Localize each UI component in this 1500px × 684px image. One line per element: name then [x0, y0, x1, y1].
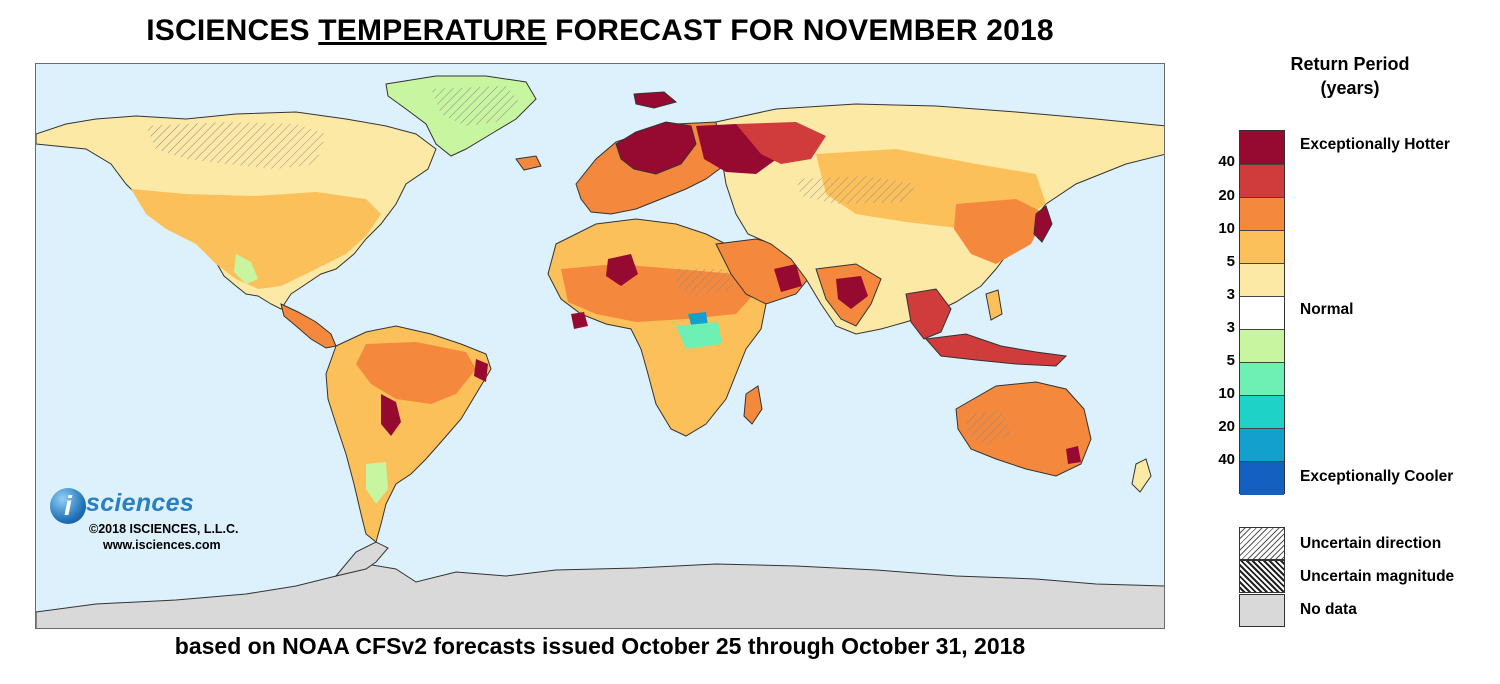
world-map-svg — [36, 75, 1164, 628]
legend-swatch — [1240, 362, 1284, 396]
scandinavia-exceptional — [615, 121, 697, 175]
legend-label-normal: Normal — [1300, 301, 1354, 318]
legend-tick-label: 5 — [1226, 253, 1235, 270]
legend-tick-label: 3 — [1226, 319, 1235, 336]
legend-swatch — [1240, 329, 1284, 363]
uncertain-magnitude-swatch — [1239, 560, 1285, 593]
africa-exceptional-2 — [571, 312, 588, 329]
uncertain-direction-swatch — [1239, 527, 1285, 560]
central-america — [280, 303, 337, 349]
legend-swatch — [1240, 395, 1284, 429]
copyright-text: ©2018 ISCIENCES, L.L.C. — [89, 522, 239, 536]
patagonia-green — [366, 462, 388, 504]
philippines — [985, 289, 1003, 321]
north-america-uncertain — [146, 122, 326, 169]
legend-title-line-2: (years) — [1320, 78, 1380, 98]
legend-swatch — [1240, 230, 1284, 264]
title-part-3: FORECAST FOR NOVEMBER 2018 — [546, 14, 1054, 47]
southeast-asia — [905, 288, 952, 340]
brazil-exceptional — [474, 359, 488, 382]
iceland — [515, 155, 542, 171]
legend-tick-label: 3 — [1226, 286, 1235, 303]
uncertain-direction-label: Uncertain direction — [1300, 535, 1442, 552]
legend-title-line-1: Return Period — [1290, 54, 1410, 74]
svalbard — [633, 91, 678, 109]
greenland-uncertain — [431, 86, 521, 126]
asia-uncertain — [796, 176, 916, 204]
legend-tick-label: 5 — [1226, 352, 1235, 369]
legend-swatch — [1240, 296, 1284, 330]
uncertain-magnitude-label: Uncertain magnitude — [1300, 568, 1455, 585]
usa-warm — [131, 189, 381, 289]
legend-swatch — [1240, 164, 1284, 198]
africa-exceptional-1 — [606, 254, 638, 286]
south-america-hot — [356, 342, 476, 404]
madagascar — [743, 385, 763, 425]
legend-tick-label: 40 — [1218, 451, 1235, 468]
legend-tick-label: 10 — [1218, 385, 1235, 402]
logo-wordmark: sciences — [86, 489, 195, 517]
mexico-green — [234, 254, 258, 284]
title-part-1: ISCIENCES — [146, 14, 319, 47]
andes-exceptional — [381, 394, 401, 436]
east-asia-hot — [954, 199, 1046, 264]
australia-uncertain — [966, 409, 1011, 446]
legend-swatch — [1240, 197, 1284, 231]
india-exceptional — [836, 276, 868, 309]
world-map — [35, 63, 1165, 629]
new-zealand — [1131, 458, 1152, 493]
russia-hot — [736, 122, 826, 164]
legend-title: Return Period (years) — [1240, 52, 1460, 100]
map-title: ISCIENCES TEMPERATURE FORECAST FOR NOVEM… — [35, 14, 1165, 48]
legend-tick-label: 10 — [1218, 220, 1235, 237]
japan — [1033, 205, 1053, 243]
legend-tick-label: 40 — [1218, 153, 1235, 170]
title-part-2: TEMPERATURE — [318, 14, 547, 47]
legend-swatch — [1240, 263, 1284, 297]
australia — [955, 381, 1092, 477]
no-data-swatch — [1239, 594, 1285, 627]
no-data-label: No data — [1300, 601, 1357, 618]
east-africa-green — [676, 322, 722, 349]
legend-swatch — [1240, 461, 1284, 495]
sahara-uncertain — [676, 269, 736, 296]
australia-exceptional — [1066, 446, 1081, 464]
legend-tick-label: 20 — [1218, 187, 1235, 204]
legend-color-bar — [1239, 130, 1285, 495]
antarctic-peninsula — [334, 541, 389, 577]
map-subtitle: based on NOAA CFSv2 forecasts issued Oct… — [174, 633, 1026, 659]
legend-label-cool: Exceptionally Cooler — [1300, 468, 1454, 485]
legend-label-hot: Exceptionally Hotter — [1300, 136, 1450, 153]
arabia-exceptional — [774, 264, 802, 292]
logo-mark: i — [50, 488, 86, 524]
legend-swatch — [1240, 131, 1284, 164]
legend-tick-label: 20 — [1218, 418, 1235, 435]
website-text: www.isciences.com — [103, 538, 221, 552]
indonesia — [924, 333, 1068, 367]
legend-swatch — [1240, 428, 1284, 462]
antarctica — [36, 563, 1164, 628]
isciences-logo: i sciences ©2018 ISCIENCES, L.L.C. www.i… — [50, 488, 300, 558]
